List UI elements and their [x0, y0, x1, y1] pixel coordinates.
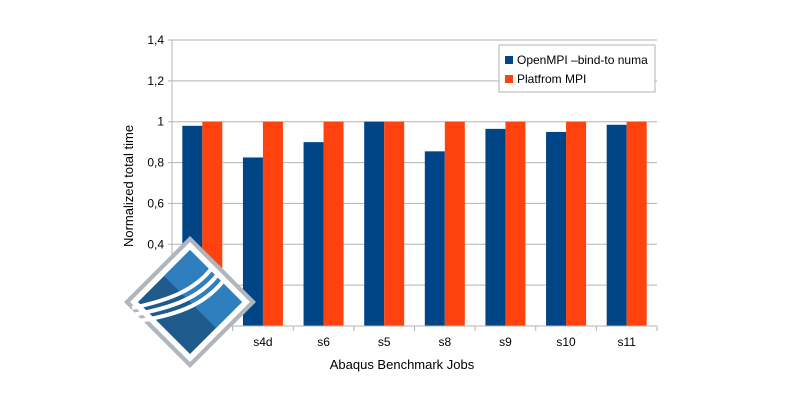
legend-swatch-series1 [505, 56, 513, 64]
x-tick-label: s8 [438, 335, 451, 349]
y-tick-label: 0,6 [147, 196, 164, 210]
diamond-logo-icon [124, 236, 256, 368]
legend: OpenMPI –bind-to numa Platfrom MPI [498, 44, 656, 93]
x-tick-label: s4d [253, 335, 272, 349]
legend-label-series2: Platfrom MPI [517, 72, 586, 86]
y-tick-label: 1,2 [147, 74, 164, 88]
bar-platform-mpi-s6 [323, 121, 344, 326]
bar-openmpi-s8 [424, 151, 445, 326]
bar-platform-mpi-s9 [505, 121, 526, 326]
legend-label-series1: OpenMPI –bind-to numa [517, 53, 648, 67]
y-axis-title: Normalized total time [121, 125, 136, 247]
x-tick-label: s5 [378, 335, 391, 349]
bar-openmpi-s9 [485, 128, 506, 326]
y-tick-label: 0,4 [147, 237, 164, 251]
x-tick-labels: s4bs4ds6s5s8s9s10s11 [193, 335, 637, 349]
bars-group [182, 121, 647, 327]
x-tick-label: s6 [317, 335, 330, 349]
x-axis-title: Abaqus Benchmark Jobs [330, 357, 475, 372]
bar-openmpi-s5 [364, 121, 385, 326]
y-tick-label: 1,4 [147, 33, 164, 47]
bar-platform-mpi-s11 [626, 121, 647, 326]
bar-openmpi-s4d [242, 157, 263, 326]
bar-openmpi-s10 [546, 131, 567, 326]
bar-openmpi-s6 [303, 142, 324, 326]
bar-platform-mpi-s5 [384, 121, 405, 326]
bar-openmpi-s11 [606, 124, 627, 327]
x-tick-label: s9 [499, 335, 512, 349]
x-tick-label: s10 [556, 335, 576, 349]
x-tick-label: s11 [617, 335, 636, 349]
y-tick-label: 1 [157, 115, 164, 129]
bar-platform-mpi-s8 [444, 121, 465, 326]
bar-platform-mpi-s4d [262, 121, 283, 326]
legend-swatch-series2 [505, 75, 513, 83]
y-tick-label: 0,8 [147, 156, 164, 170]
legend-box [498, 44, 656, 93]
bar-platform-mpi-s10 [566, 121, 587, 326]
